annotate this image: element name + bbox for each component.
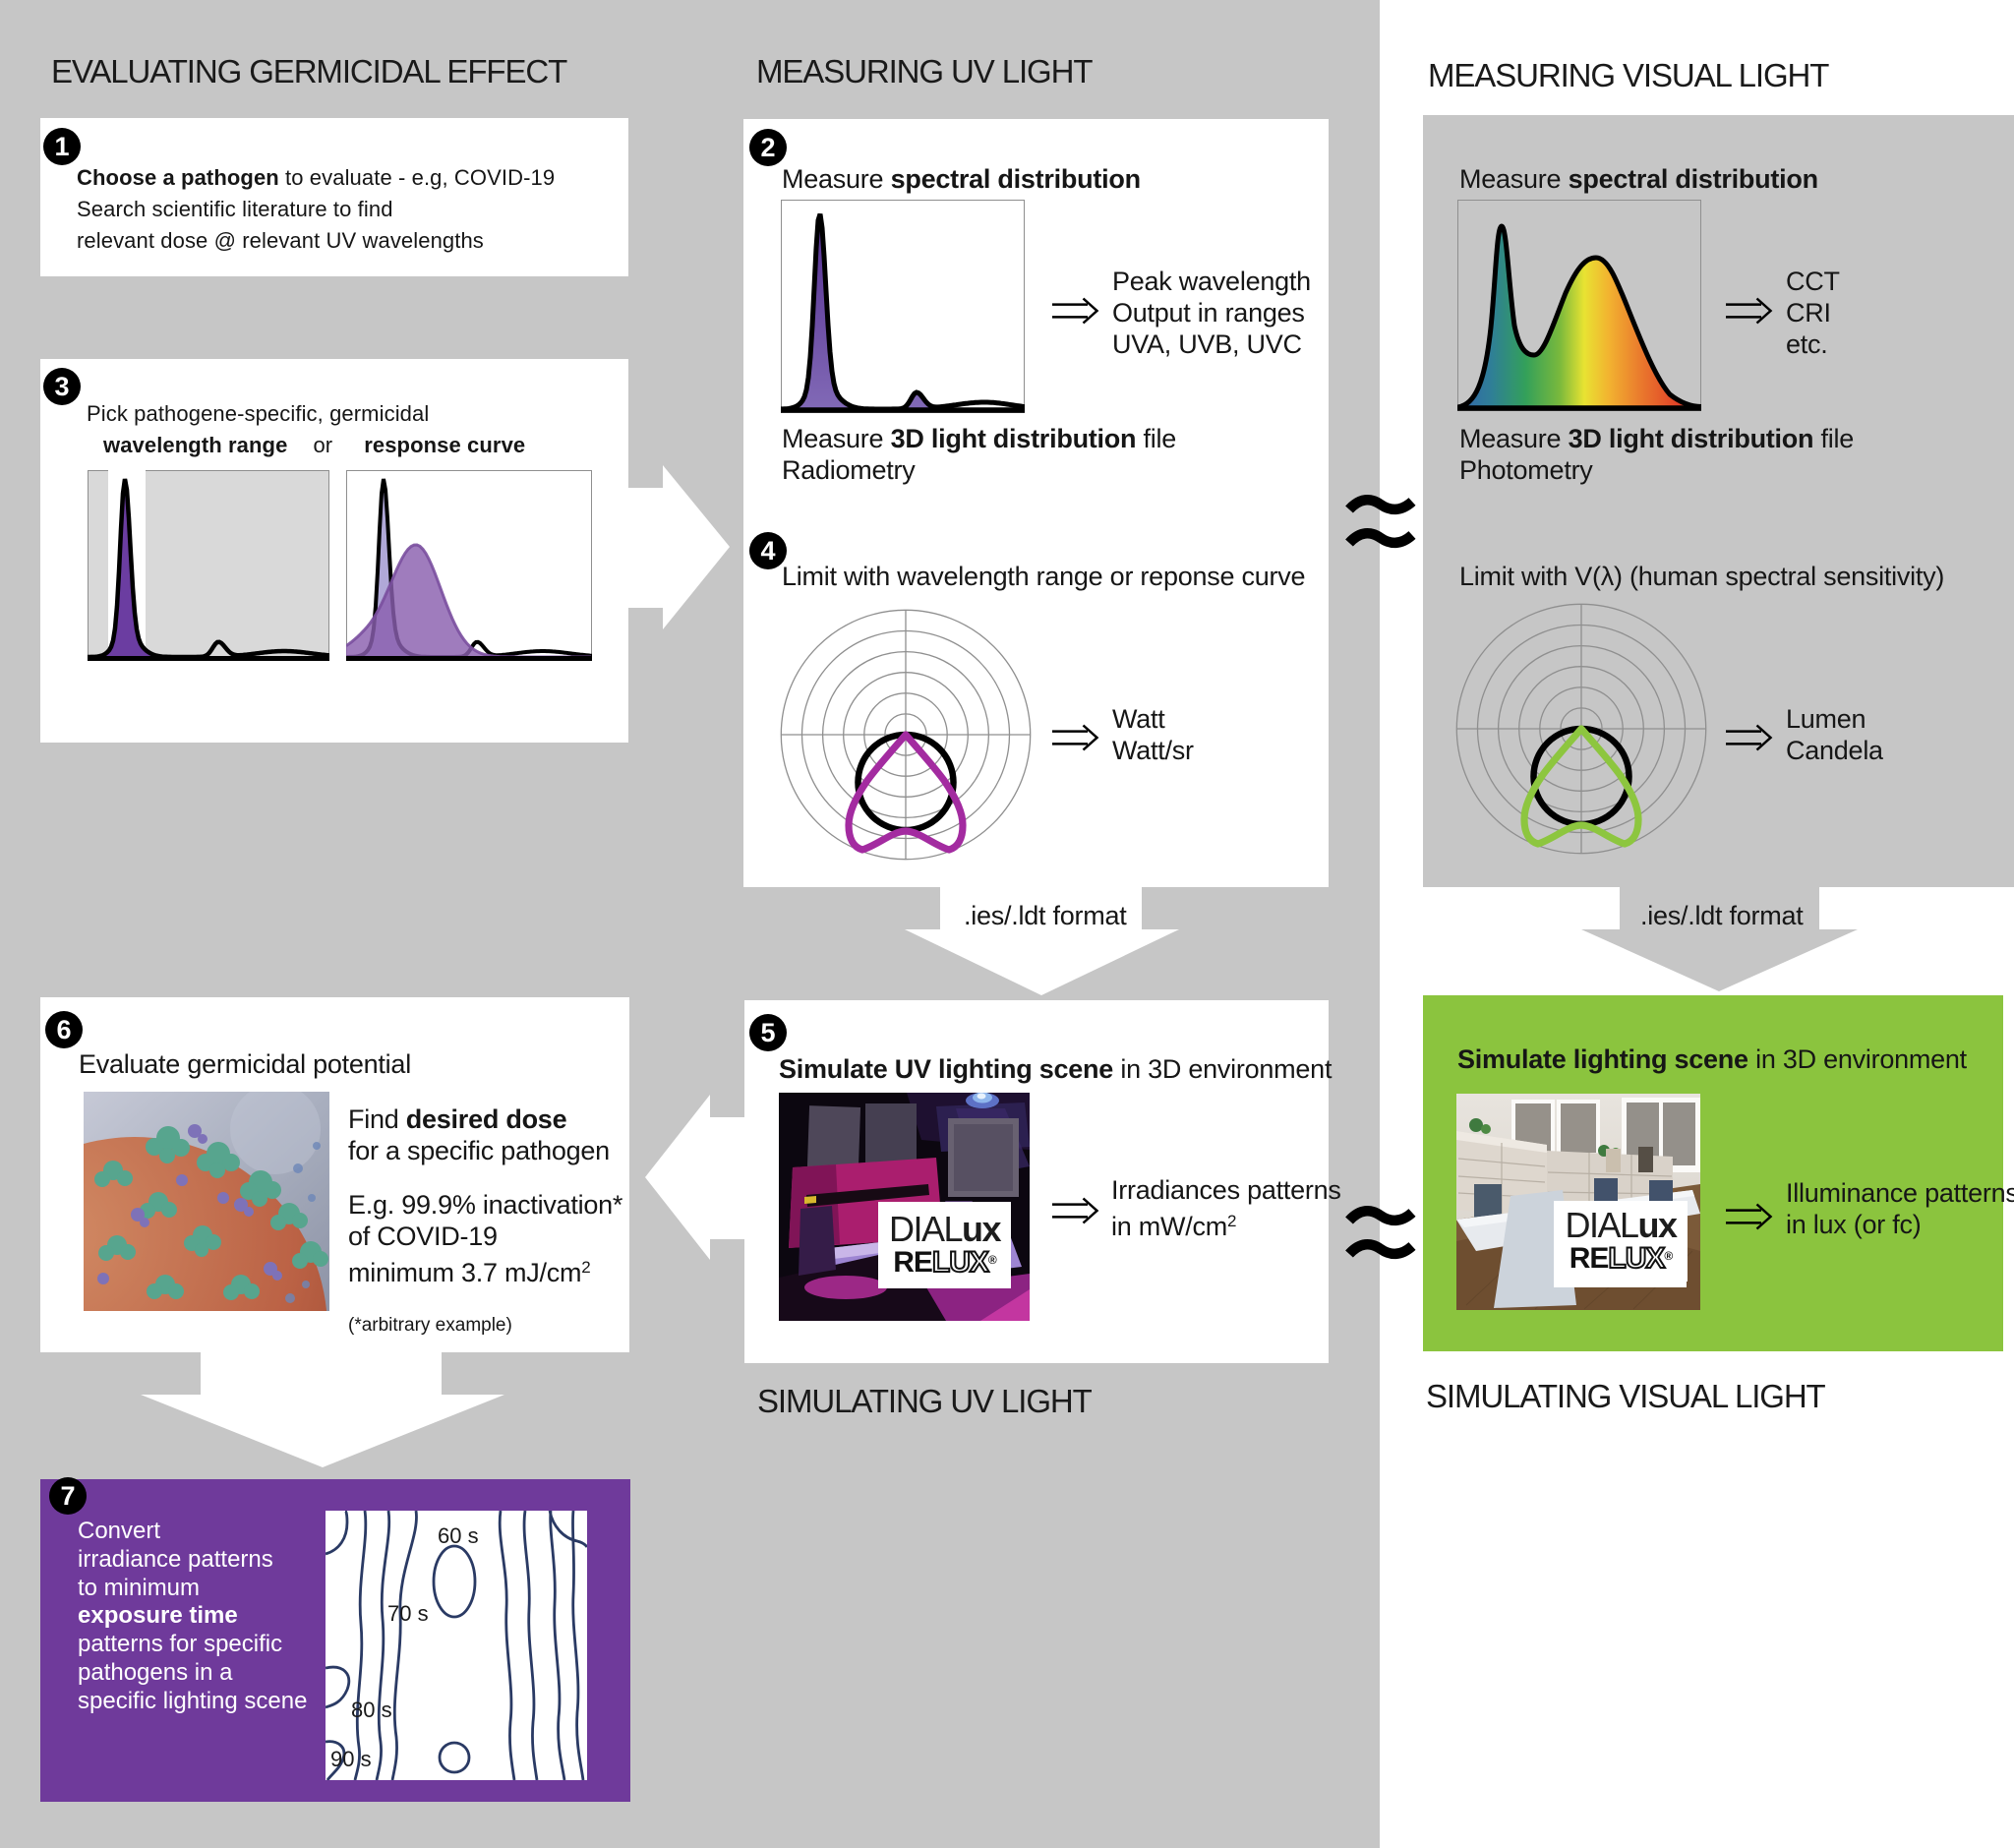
svg-text:60 s: 60 s: [438, 1523, 479, 1548]
svg-text:70 s: 70 s: [387, 1601, 429, 1626]
svg-text:90 s: 90 s: [330, 1747, 372, 1771]
svg-text:80 s: 80 s: [351, 1698, 392, 1722]
